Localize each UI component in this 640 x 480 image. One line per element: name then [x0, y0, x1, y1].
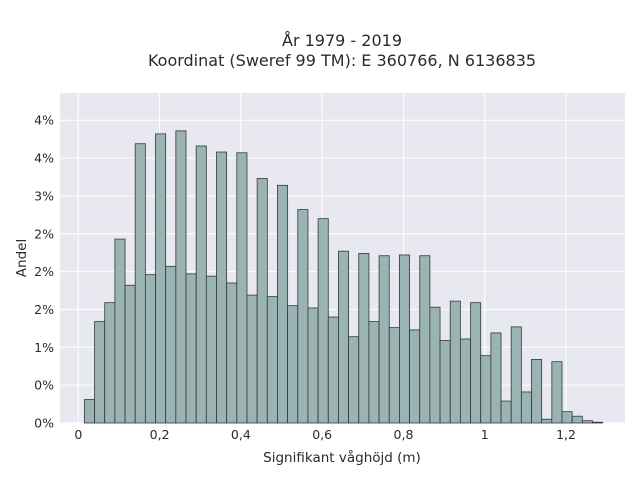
histogram-bar [236, 152, 248, 424]
histogram-bar [581, 420, 593, 424]
histogram-bar [388, 327, 400, 424]
histogram-bar [307, 307, 319, 424]
histogram-bar [551, 361, 563, 424]
histogram-bar [378, 255, 390, 424]
y-tick-label: 2% [34, 302, 54, 317]
histogram-bar [287, 305, 299, 424]
histogram-bar [94, 321, 106, 424]
histogram-bar [165, 265, 177, 424]
histogram-bar [185, 273, 197, 424]
histogram-bar [195, 145, 207, 424]
histogram-bar [226, 282, 238, 424]
histogram-bar [144, 274, 156, 424]
histogram-bar [480, 355, 492, 424]
y-tick-label: 3% [34, 188, 54, 203]
x-tick-label: 0,4 [231, 427, 251, 442]
histogram-bar [520, 391, 532, 424]
y-tick-label: 0% [34, 378, 54, 393]
histogram-bar [175, 130, 187, 424]
histogram-bars [83, 130, 604, 424]
histogram-bar [83, 399, 95, 424]
histogram-bar [327, 316, 339, 424]
x-tick-label: 0 [74, 427, 82, 442]
histogram-bar [266, 296, 278, 424]
histogram-bar [419, 255, 431, 424]
histogram-bar [439, 340, 451, 424]
histogram-bar [205, 275, 217, 424]
histogram-bar [510, 326, 522, 424]
histogram-bar [541, 418, 553, 424]
histogram-bar [531, 359, 543, 424]
histogram-bar [338, 250, 349, 424]
x-tick-label: 1 [481, 427, 489, 442]
histogram-bar [317, 218, 329, 424]
histogram-bar [348, 336, 360, 424]
histogram-bar [124, 284, 136, 424]
chart-title-line-1: År 1979 - 2019 [282, 31, 402, 50]
histogram-bar [368, 321, 380, 424]
histogram-bar [246, 294, 258, 424]
histogram-bar [561, 411, 573, 424]
histogram-bar [155, 133, 167, 424]
x-tick-label: 0,2 [150, 427, 170, 442]
histogram-bar [104, 302, 116, 424]
histogram-bar [399, 254, 410, 424]
histogram-bar [470, 302, 482, 424]
y-tick-label: 2% [34, 264, 54, 279]
histogram-bar [256, 178, 268, 424]
y-tick-label: 4% [34, 151, 54, 166]
chart-title-line-2: Koordinat (Sweref 99 TM): E 360766, N 61… [148, 51, 536, 70]
histogram-bar [358, 253, 370, 424]
x-tick-label: 0,6 [312, 427, 332, 442]
histogram-bar [449, 300, 461, 424]
histogram-bar [216, 151, 228, 424]
x-tick-labels: 0 0,2 0,4 0,6 0,8 1 1,2 [74, 427, 576, 442]
histogram-bar [490, 332, 502, 424]
histogram-bar [429, 306, 441, 424]
y-axis-label: Andel [14, 239, 30, 277]
histogram-bar [500, 400, 512, 424]
y-tick-label: 2% [34, 226, 54, 241]
histogram-bar [409, 329, 421, 424]
histogram-bar [134, 143, 146, 424]
x-tick-label: 1,2 [556, 427, 576, 442]
histogram-bar [571, 415, 583, 424]
y-tick-label: 4% [34, 113, 54, 128]
y-tick-label: 0% [34, 416, 54, 431]
histogram-bar [114, 238, 126, 424]
y-tick-labels: 0% 0% 1% 2% 2% 2% 3% 4% 4% [34, 113, 54, 431]
histogram-bar [459, 338, 471, 424]
y-tick-label: 1% [34, 340, 54, 355]
histogram-bar [592, 421, 604, 424]
histogram-bar [277, 184, 289, 424]
histogram-bar [297, 209, 309, 424]
x-axis-label: Signifikant våghöjd (m) [263, 449, 421, 466]
x-tick-label: 0,8 [394, 427, 414, 442]
